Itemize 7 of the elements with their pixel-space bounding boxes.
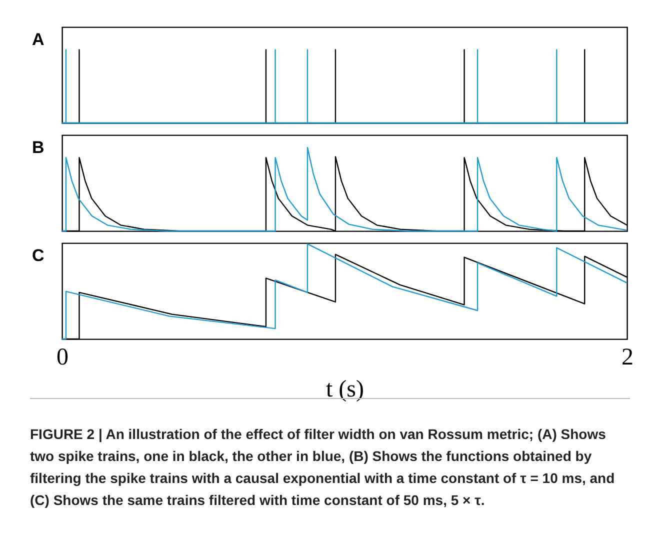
chart-title: A: [32, 30, 44, 49]
chart-title: C: [32, 246, 44, 265]
chart-title: B: [32, 138, 44, 157]
x-tick-label: 2: [622, 344, 634, 370]
caption: FIGURE 2 | An illustration of the effect of filter width on van Rossum metric; (A) Shows two spike trains, one in black, the other in blue, (B) Shows the functions obtained by filtering the spike trains with a causal exponential with a time constant of τ = 10 ms, and (C) Shows the same trains filtered with time constant of 50 ms, 5 × τ.: [30, 426, 615, 508]
x-tick-label: 0: [56, 344, 68, 370]
x-axis-title: t (s): [326, 376, 364, 402]
